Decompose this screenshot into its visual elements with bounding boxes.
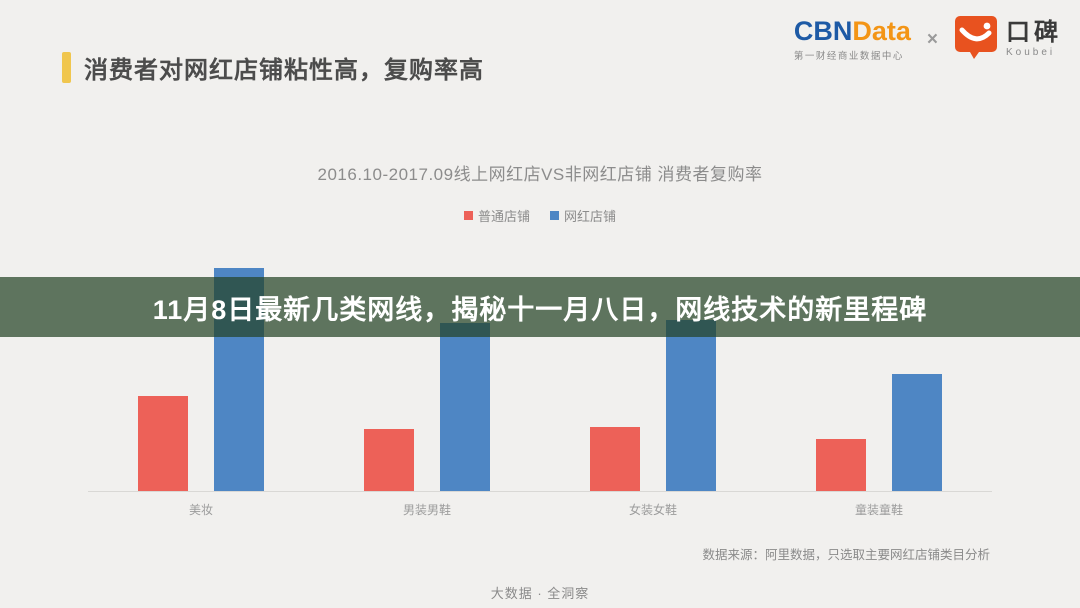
cbndata-logo-data: Data (852, 16, 911, 46)
bar-网红店铺-男装男鞋 (440, 323, 490, 491)
cbndata-logo-cbn: CBN (793, 16, 853, 46)
bar-普通店铺-男装男鞋 (364, 429, 414, 491)
bar-网红店铺-童装童鞋 (892, 374, 942, 491)
koubei-name-cn: 口碑 (1006, 19, 1062, 46)
category-label-美妆: 美妆 (188, 503, 213, 517)
footer-tagline: 大数据 · 全洞察 (490, 586, 590, 601)
category-label-童装童鞋: 童装童鞋 (854, 503, 903, 517)
logo-separator-x: × (926, 28, 938, 50)
headline-banner-text: 11月8日最新几类网线，揭秘十一月八日，网线技术的新里程碑 (152, 294, 928, 325)
brand-logos: CBNData 第一财经商业数据中心 × 口碑 Koubei (794, 14, 1062, 65)
page-title: 消费者对网红店铺粘性高，复购率高 (84, 57, 484, 84)
cbndata-logo: CBNData 第一财经商业数据中心 (794, 17, 911, 62)
x-axis-line (88, 491, 992, 492)
data-source-note: 数据来源：阿里数据，只选取主要网红店铺类目分析 (702, 548, 990, 562)
legend-label: 普通店铺 (477, 209, 530, 224)
category-label-男装男鞋: 男装男鞋 (402, 503, 451, 517)
legend-swatch-普通店铺 (463, 211, 473, 220)
cbndata-subtitle: 第一财经商业数据中心 (793, 51, 904, 62)
headline-banner-overlay: 11月8日最新几类网线，揭秘十一月八日，网线技术的新里程碑 (0, 277, 1080, 337)
category-label-女装女鞋: 女装女鞋 (628, 503, 677, 517)
koubei-smile-icon (954, 14, 998, 65)
bar-网红店铺-女装女鞋 (666, 320, 716, 491)
chart-legend: 普通店铺 网红店铺 (0, 206, 1080, 225)
koubei-name-en: Koubei (1006, 47, 1056, 58)
bar-普通店铺-童装童鞋 (816, 439, 866, 491)
legend-label: 网红店铺 (564, 209, 617, 224)
bar-普通店铺-女装女鞋 (590, 427, 640, 491)
legend-item-普通店铺: 普通店铺 (463, 206, 530, 225)
koubei-logo: 口碑 Koubei (954, 14, 1062, 65)
legend-swatch-网红店铺 (550, 211, 559, 220)
bar-普通店铺-美妆 (138, 396, 188, 491)
title-accent-bar (62, 52, 71, 83)
legend-item-网红店铺: 网红店铺 (550, 206, 616, 225)
chart-title: 2016.10-2017.09线上网红店VS非网红店铺 消费者复购率 (317, 165, 763, 184)
